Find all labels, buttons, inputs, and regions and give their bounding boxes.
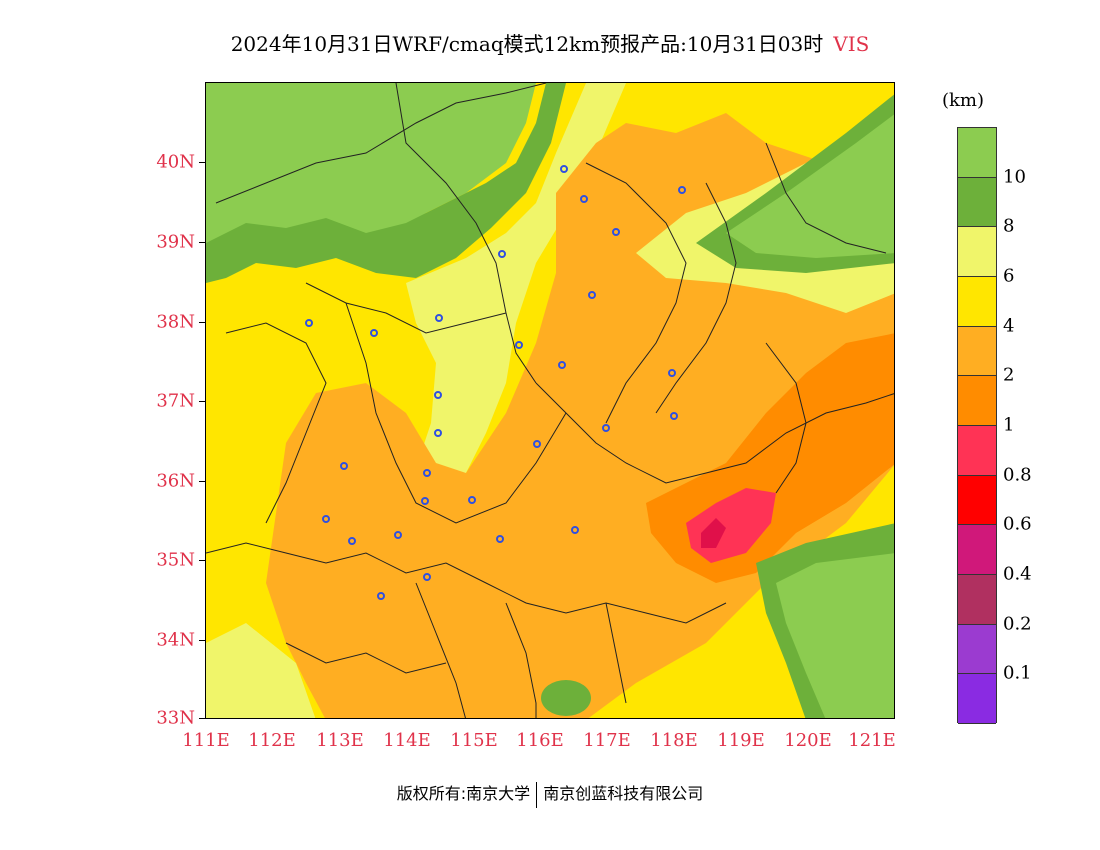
lat-label-33n: 33N <box>156 707 195 729</box>
lat-tick <box>199 162 205 163</box>
visibility-zone-sw-lightyellow <box>206 623 316 718</box>
color-legend <box>957 127 997 724</box>
legend-label: 1 <box>1003 414 1015 436</box>
lon-label-116e: 116E <box>516 730 564 751</box>
visibility-zone-red-lt08 <box>701 518 726 548</box>
lat-label-40n: 40N <box>156 151 195 173</box>
legend-swatch <box>958 475 996 526</box>
legend-swatch <box>958 575 996 625</box>
legend-label: 6 <box>1003 265 1015 287</box>
legend-swatch <box>958 525 996 575</box>
visibility-zone-south-green <box>541 680 591 716</box>
legend-label: 8 <box>1003 215 1015 237</box>
legend-label: 0.2 <box>1003 613 1032 635</box>
legend-swatch <box>958 624 996 675</box>
lon-label-117e: 117E <box>583 730 631 751</box>
visibility-zone-se-lightgreen <box>776 553 894 718</box>
copyright-left: 版权所有:南京大学 <box>396 784 531 803</box>
lat-label-34n: 34N <box>156 629 195 651</box>
lon-label-118e: 118E <box>650 730 698 751</box>
copyright-right: 南京创蓝科技有限公司 <box>543 784 704 803</box>
lon-label-111e: 111E <box>182 730 230 751</box>
map-title: 2024年10月31日WRF/cmaq模式12km预报产品:10月31日03时 V… <box>0 28 1100 57</box>
legend-label: 2 <box>1003 364 1015 386</box>
city-markers <box>305 165 686 600</box>
lon-label-113e: 113E <box>316 730 364 751</box>
lat-label-38n: 38N <box>156 311 195 333</box>
lat-tick <box>199 242 205 243</box>
legend-swatch <box>958 674 996 724</box>
lat-tick <box>199 401 205 402</box>
lon-label-114e: 114E <box>383 730 431 751</box>
copyright-separator <box>536 781 538 808</box>
legend-label: 0.8 <box>1003 464 1032 486</box>
lat-tick <box>199 322 205 323</box>
lat-tick <box>199 640 205 641</box>
legend-swatch <box>958 426 996 476</box>
lat-tick <box>199 481 205 482</box>
visibility-zone-bohai-lightgreen <box>726 114 894 258</box>
legend-label: 10 <box>1003 166 1026 188</box>
lon-label-119e: 119E <box>717 730 765 751</box>
map-canvas <box>206 83 894 718</box>
copyright: 版权所有:南京大学 南京创蓝科技有限公司 <box>0 780 1100 808</box>
legend-label: 0.1 <box>1003 662 1032 684</box>
visibility-zone-nw-darkgreen <box>206 83 566 283</box>
visibility-map <box>205 82 895 719</box>
lat-label-39n: 39N <box>156 231 195 253</box>
legend-swatch <box>958 128 996 178</box>
legend-swatch <box>958 326 996 377</box>
admin-boundaries <box>206 83 894 718</box>
lon-label-115e: 115E <box>450 730 498 751</box>
lat-label-35n: 35N <box>156 549 195 571</box>
title-text: 2024年10月31日WRF/cmaq模式12km预报产品:10月31日03时 <box>230 32 824 56</box>
legend-swatch <box>958 277 996 327</box>
lat-tick <box>199 560 205 561</box>
lon-label-121e: 121E <box>848 730 896 751</box>
lon-label-120e: 120E <box>784 730 832 751</box>
lon-label-112e: 112E <box>248 730 296 751</box>
legend-label: 4 <box>1003 315 1015 337</box>
legend-label: 0.6 <box>1003 513 1032 535</box>
legend-swatch <box>958 376 996 426</box>
lat-tick <box>199 718 205 719</box>
variable-label: VIS <box>833 32 870 56</box>
legend-swatch <box>958 227 996 277</box>
lat-label-37n: 37N <box>156 390 195 412</box>
legend-swatch <box>958 177 996 228</box>
legend-units: (km) <box>942 90 985 111</box>
legend-label: 0.4 <box>1003 563 1032 585</box>
visibility-zone-nw-green <box>206 83 536 263</box>
lat-label-36n: 36N <box>156 470 195 492</box>
